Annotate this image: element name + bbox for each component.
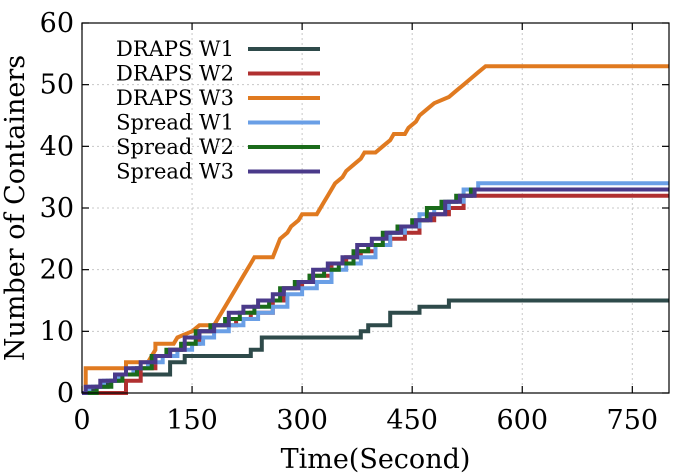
series-layer xyxy=(82,64,669,395)
legend-label: DRAPS W3 xyxy=(116,86,234,110)
series-line-spread-w3 xyxy=(82,187,669,395)
y-tick-label: 50 xyxy=(40,70,74,101)
y-axis-title: Number of Containers xyxy=(0,55,31,361)
y-tick-label: 0 xyxy=(57,378,74,409)
y-tick-label: 20 xyxy=(40,255,74,286)
x-tick-label: 300 xyxy=(276,405,328,436)
y-tick-label: 60 xyxy=(40,8,74,39)
x-tick-label: 750 xyxy=(607,405,659,436)
y-tick-label: 10 xyxy=(40,316,74,347)
legend-label: Spread W1 xyxy=(116,111,234,135)
y-tick-label: 30 xyxy=(40,193,74,224)
legend-label: Spread W3 xyxy=(116,160,234,184)
x-tick-label: 150 xyxy=(166,405,218,436)
series-line-draps-w1 xyxy=(82,298,669,395)
legend-label: DRAPS W2 xyxy=(116,62,234,86)
legend-label: DRAPS W1 xyxy=(116,37,234,61)
x-tick-label: 0 xyxy=(73,405,90,436)
legend-label: Spread W2 xyxy=(116,135,234,159)
series-line-draps-w3 xyxy=(82,64,669,395)
y-tick-label: 40 xyxy=(40,131,74,162)
grid-layer xyxy=(82,23,669,393)
x-axis-title: Time(Second) xyxy=(281,444,471,473)
x-tick-label: 450 xyxy=(386,405,438,436)
x-tick-label: 600 xyxy=(496,405,548,436)
